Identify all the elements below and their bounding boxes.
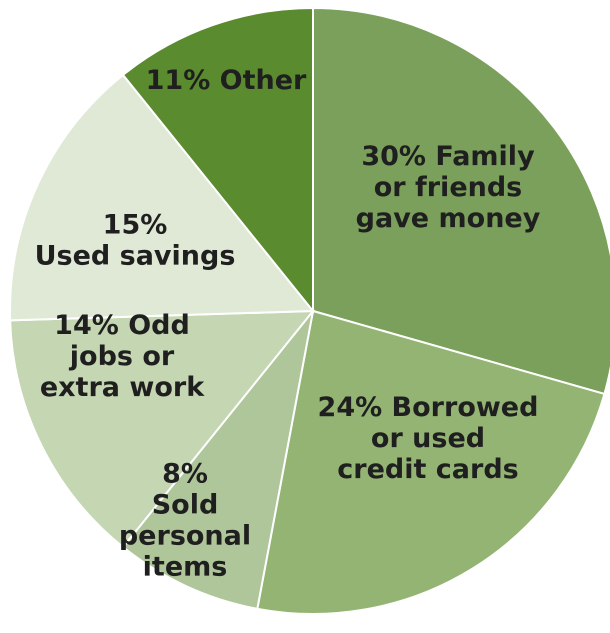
slice-label-line: gave money [356, 203, 541, 234]
pie-slices [9, 6, 610, 615]
slice-label-line: 30% Family [361, 141, 535, 172]
slice-label-1: 30% Family or friends gave money [356, 141, 541, 234]
slice-label-5: 15% Used savings [35, 210, 236, 272]
slice-label-line: 14% Odd [54, 310, 190, 341]
pie-labels: 30% Family or friends gave money 24% Borrow… [35, 65, 541, 583]
slice-label-3: 8% Sold personal items [119, 459, 251, 583]
slice-label-4: 14% Odd jobs or extra work [40, 310, 205, 403]
slice-label-line: Sold [152, 490, 219, 521]
slice-label-2: 24% Borrowed or used credit cards [318, 392, 539, 485]
slice-label-line: items [143, 552, 228, 583]
slice-label-line: or used [371, 423, 485, 454]
slice-label-line: 11% Other [146, 65, 307, 96]
slice-label-line: extra work [40, 372, 205, 403]
pie-slice-3 [121, 310, 314, 611]
slice-label-line: 15% [103, 210, 168, 241]
slice-label-line: 8% [162, 459, 208, 490]
slice-label-line: credit cards [337, 454, 518, 485]
slice-label-line: jobs or [69, 341, 175, 372]
pie-slice-2 [256, 309, 606, 615]
slice-label-line: Used savings [35, 241, 236, 272]
pie-slice-1 [312, 6, 610, 396]
slice-label-6: 11% Other [146, 65, 307, 96]
slice-label-line: 24% Borrowed [318, 392, 539, 423]
pie-slice-4 [9, 309, 316, 549]
pie-slice-6 [121, 6, 314, 314]
slice-label-line: or friends [374, 172, 523, 203]
slice-label-line: personal [119, 521, 251, 552]
pie-slice-5 [9, 73, 316, 322]
